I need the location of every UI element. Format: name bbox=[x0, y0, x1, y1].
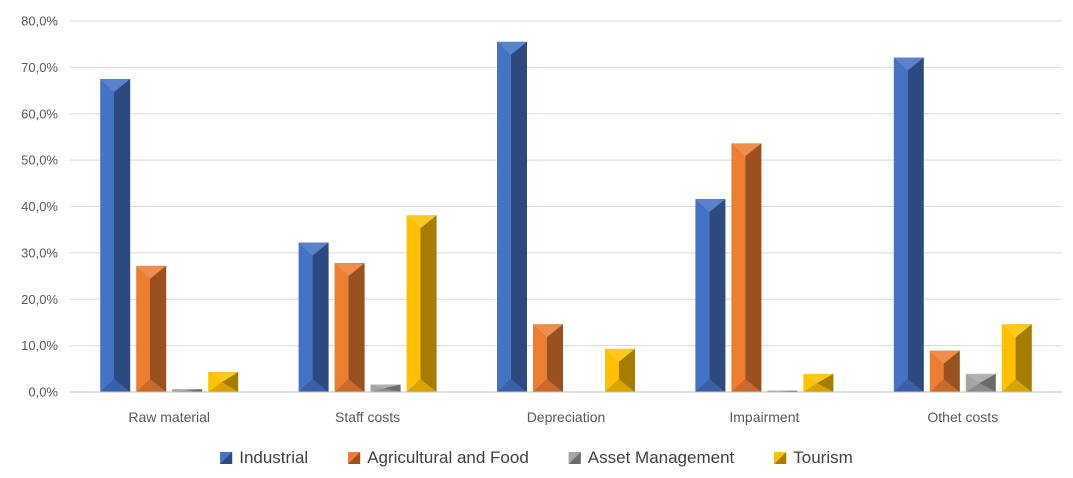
legend-label: Asset Management bbox=[588, 448, 735, 467]
bar bbox=[335, 263, 365, 392]
x-tick-label: Staff costs bbox=[335, 409, 400, 425]
bar bbox=[208, 372, 238, 392]
y-tick-label: 20,0% bbox=[21, 292, 58, 307]
bar bbox=[894, 58, 924, 392]
bar bbox=[136, 266, 166, 392]
legend: Industrial Agricultural and Food Asset Man… bbox=[220, 448, 853, 467]
x-tick-label: Raw material bbox=[128, 409, 210, 425]
legend-swatch bbox=[348, 452, 360, 464]
legend-swatch bbox=[569, 452, 581, 464]
bar bbox=[100, 79, 130, 392]
bar bbox=[605, 349, 635, 392]
legend-item: Agricultural and Food bbox=[348, 448, 529, 467]
bars bbox=[100, 42, 1032, 392]
bar bbox=[731, 143, 761, 392]
bar bbox=[299, 243, 329, 392]
bar bbox=[533, 324, 563, 392]
legend-item: Industrial bbox=[220, 448, 308, 467]
x-tick-label: Depreciation bbox=[527, 409, 606, 425]
bar bbox=[497, 42, 527, 392]
bar bbox=[1002, 324, 1032, 392]
bar bbox=[371, 385, 401, 392]
bar bbox=[695, 199, 725, 392]
legend-label: Industrial bbox=[239, 448, 308, 467]
y-tick-label: 60,0% bbox=[21, 106, 58, 121]
legend-swatch bbox=[220, 452, 232, 464]
bar bbox=[407, 215, 437, 392]
bar bbox=[930, 351, 960, 392]
legend-swatch bbox=[774, 452, 786, 464]
legend-item: Asset Management bbox=[569, 448, 735, 467]
y-tick-label: 50,0% bbox=[21, 153, 58, 168]
y-tick-label: 70,0% bbox=[21, 60, 58, 75]
y-tick-label: 10,0% bbox=[21, 338, 58, 353]
y-tick-label: 0,0% bbox=[28, 385, 58, 400]
x-tick-label: Othet costs bbox=[927, 409, 998, 425]
bar bbox=[803, 374, 833, 392]
x-tick-label: Impairment bbox=[729, 409, 799, 425]
y-axis: 0,0% 10,0% 20,0% 30,0% 40,0% 50,0% 60,0% 70,0% 8… bbox=[21, 14, 58, 400]
x-axis: Raw material Staff costs Depreciation Impai… bbox=[70, 392, 1062, 425]
y-tick-label: 40,0% bbox=[21, 199, 58, 214]
y-tick-label: 80,0% bbox=[21, 14, 58, 29]
legend-item: Tourism bbox=[774, 448, 853, 467]
bar bbox=[966, 374, 996, 392]
y-tick-label: 30,0% bbox=[21, 245, 58, 260]
legend-label: Tourism bbox=[793, 448, 853, 467]
legend-label: Agricultural and Food bbox=[367, 448, 529, 467]
